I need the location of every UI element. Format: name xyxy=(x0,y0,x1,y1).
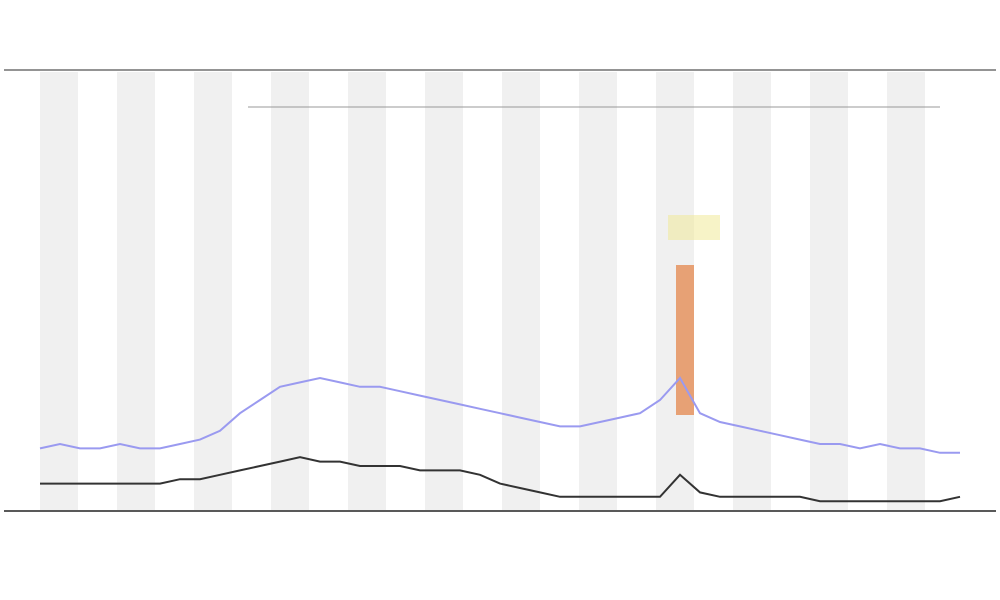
highlight-spike xyxy=(676,265,694,415)
band xyxy=(502,72,540,510)
band xyxy=(194,72,232,510)
series-line xyxy=(40,456,961,503)
band xyxy=(117,72,155,510)
band xyxy=(887,72,925,510)
band xyxy=(425,72,463,510)
series-line xyxy=(39,376,960,454)
band xyxy=(579,72,617,510)
band xyxy=(348,72,386,510)
band xyxy=(271,72,309,510)
band xyxy=(810,72,848,510)
highlight-box xyxy=(668,215,720,240)
band xyxy=(733,72,771,510)
background-bands xyxy=(40,72,925,510)
band xyxy=(40,72,78,510)
